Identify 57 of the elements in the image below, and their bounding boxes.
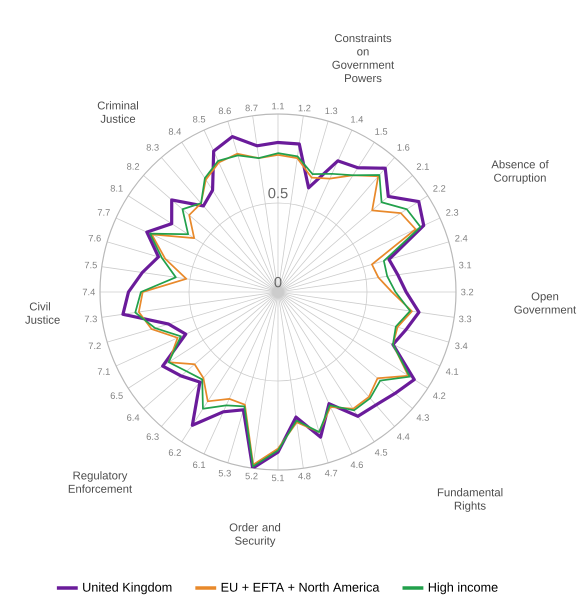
spoke-label: 3.3 (459, 316, 472, 322)
spoke-label: 8.6 (218, 108, 231, 114)
spoke-label: 4.7 (324, 470, 338, 476)
spoke-label: 6.3 (146, 433, 159, 440)
spoke-label: 4.5 (374, 449, 388, 456)
spoke-label: 1.5 (375, 128, 388, 135)
spoke-label: 2.4 (455, 234, 468, 242)
spoke-label: 3.2 (461, 288, 474, 296)
spoke-label: 1.3 (325, 108, 338, 114)
spoke-label: 2.3 (446, 209, 458, 216)
spoke-label: 8.4 (168, 128, 182, 135)
spoke-label: 4.4 (397, 433, 410, 440)
spoke-label: 4.8 (298, 472, 311, 480)
spoke-label: 1.2 (298, 104, 310, 112)
spoke-label: 3.1 (459, 262, 472, 268)
legend-label: EU + EFTA + North America (222, 582, 380, 592)
spoke-label: 6.1 (193, 461, 206, 468)
text: Civil Justice (25, 302, 60, 324)
spoke-label: 4.2 (433, 392, 446, 399)
spoke-label: 8.1 (110, 185, 123, 192)
spoke-label: 6.5 (110, 392, 123, 399)
text: Regulatory Enforcement (68, 471, 132, 493)
spoke-label: 4.1 (446, 368, 458, 375)
spoke-label: 8.2 (127, 163, 140, 170)
spoke-label: 1.1 (272, 102, 284, 110)
text: Order and Security (230, 523, 280, 547)
spoke-label: 6.2 (168, 449, 181, 456)
spoke-label: 7.6 (88, 234, 101, 242)
spoke-label: 7.4 (82, 288, 96, 296)
text: Criminal Justice (98, 101, 138, 123)
spoke-label: 1.4 (351, 116, 364, 123)
spoke-label: 8.5 (193, 116, 206, 123)
text: Constraints on Government Powers (332, 34, 394, 82)
legend-label: United Kingdom (83, 582, 172, 594)
spoke-label: 7.1 (98, 368, 110, 375)
spoke-label: 7.7 (98, 209, 110, 216)
spoke-label: 5.1 (272, 474, 284, 482)
spoke-label: 7.3 (84, 316, 97, 322)
spoke-label: 7.2 (88, 342, 101, 350)
text: Fundamental Rights (438, 488, 502, 512)
spoke-label: 8.7 (245, 104, 258, 112)
spoke-label: 8.3 (146, 144, 159, 151)
spoke-label: 7.5 (84, 262, 97, 268)
spoke-label: 2.2 (433, 185, 446, 192)
text: Open Government (514, 292, 576, 314)
legend-label: High income (428, 582, 498, 594)
spoke-label: 2.1 (416, 163, 429, 170)
spoke-label: 5.2 (245, 472, 258, 480)
spoke-label: 3.4 (455, 342, 468, 350)
spoke-label: 1.6 (398, 144, 410, 151)
spoke-label: 5.3 (218, 470, 231, 476)
text: Absence of Corruption (491, 160, 549, 184)
y-tick-label: 0.5 (268, 188, 288, 198)
spoke-label: 6.4 (127, 414, 140, 421)
spoke-label: 4.3 (416, 414, 429, 421)
spoke-label: 4.6 (350, 461, 363, 468)
y-tick-label: 0 (274, 276, 282, 288)
